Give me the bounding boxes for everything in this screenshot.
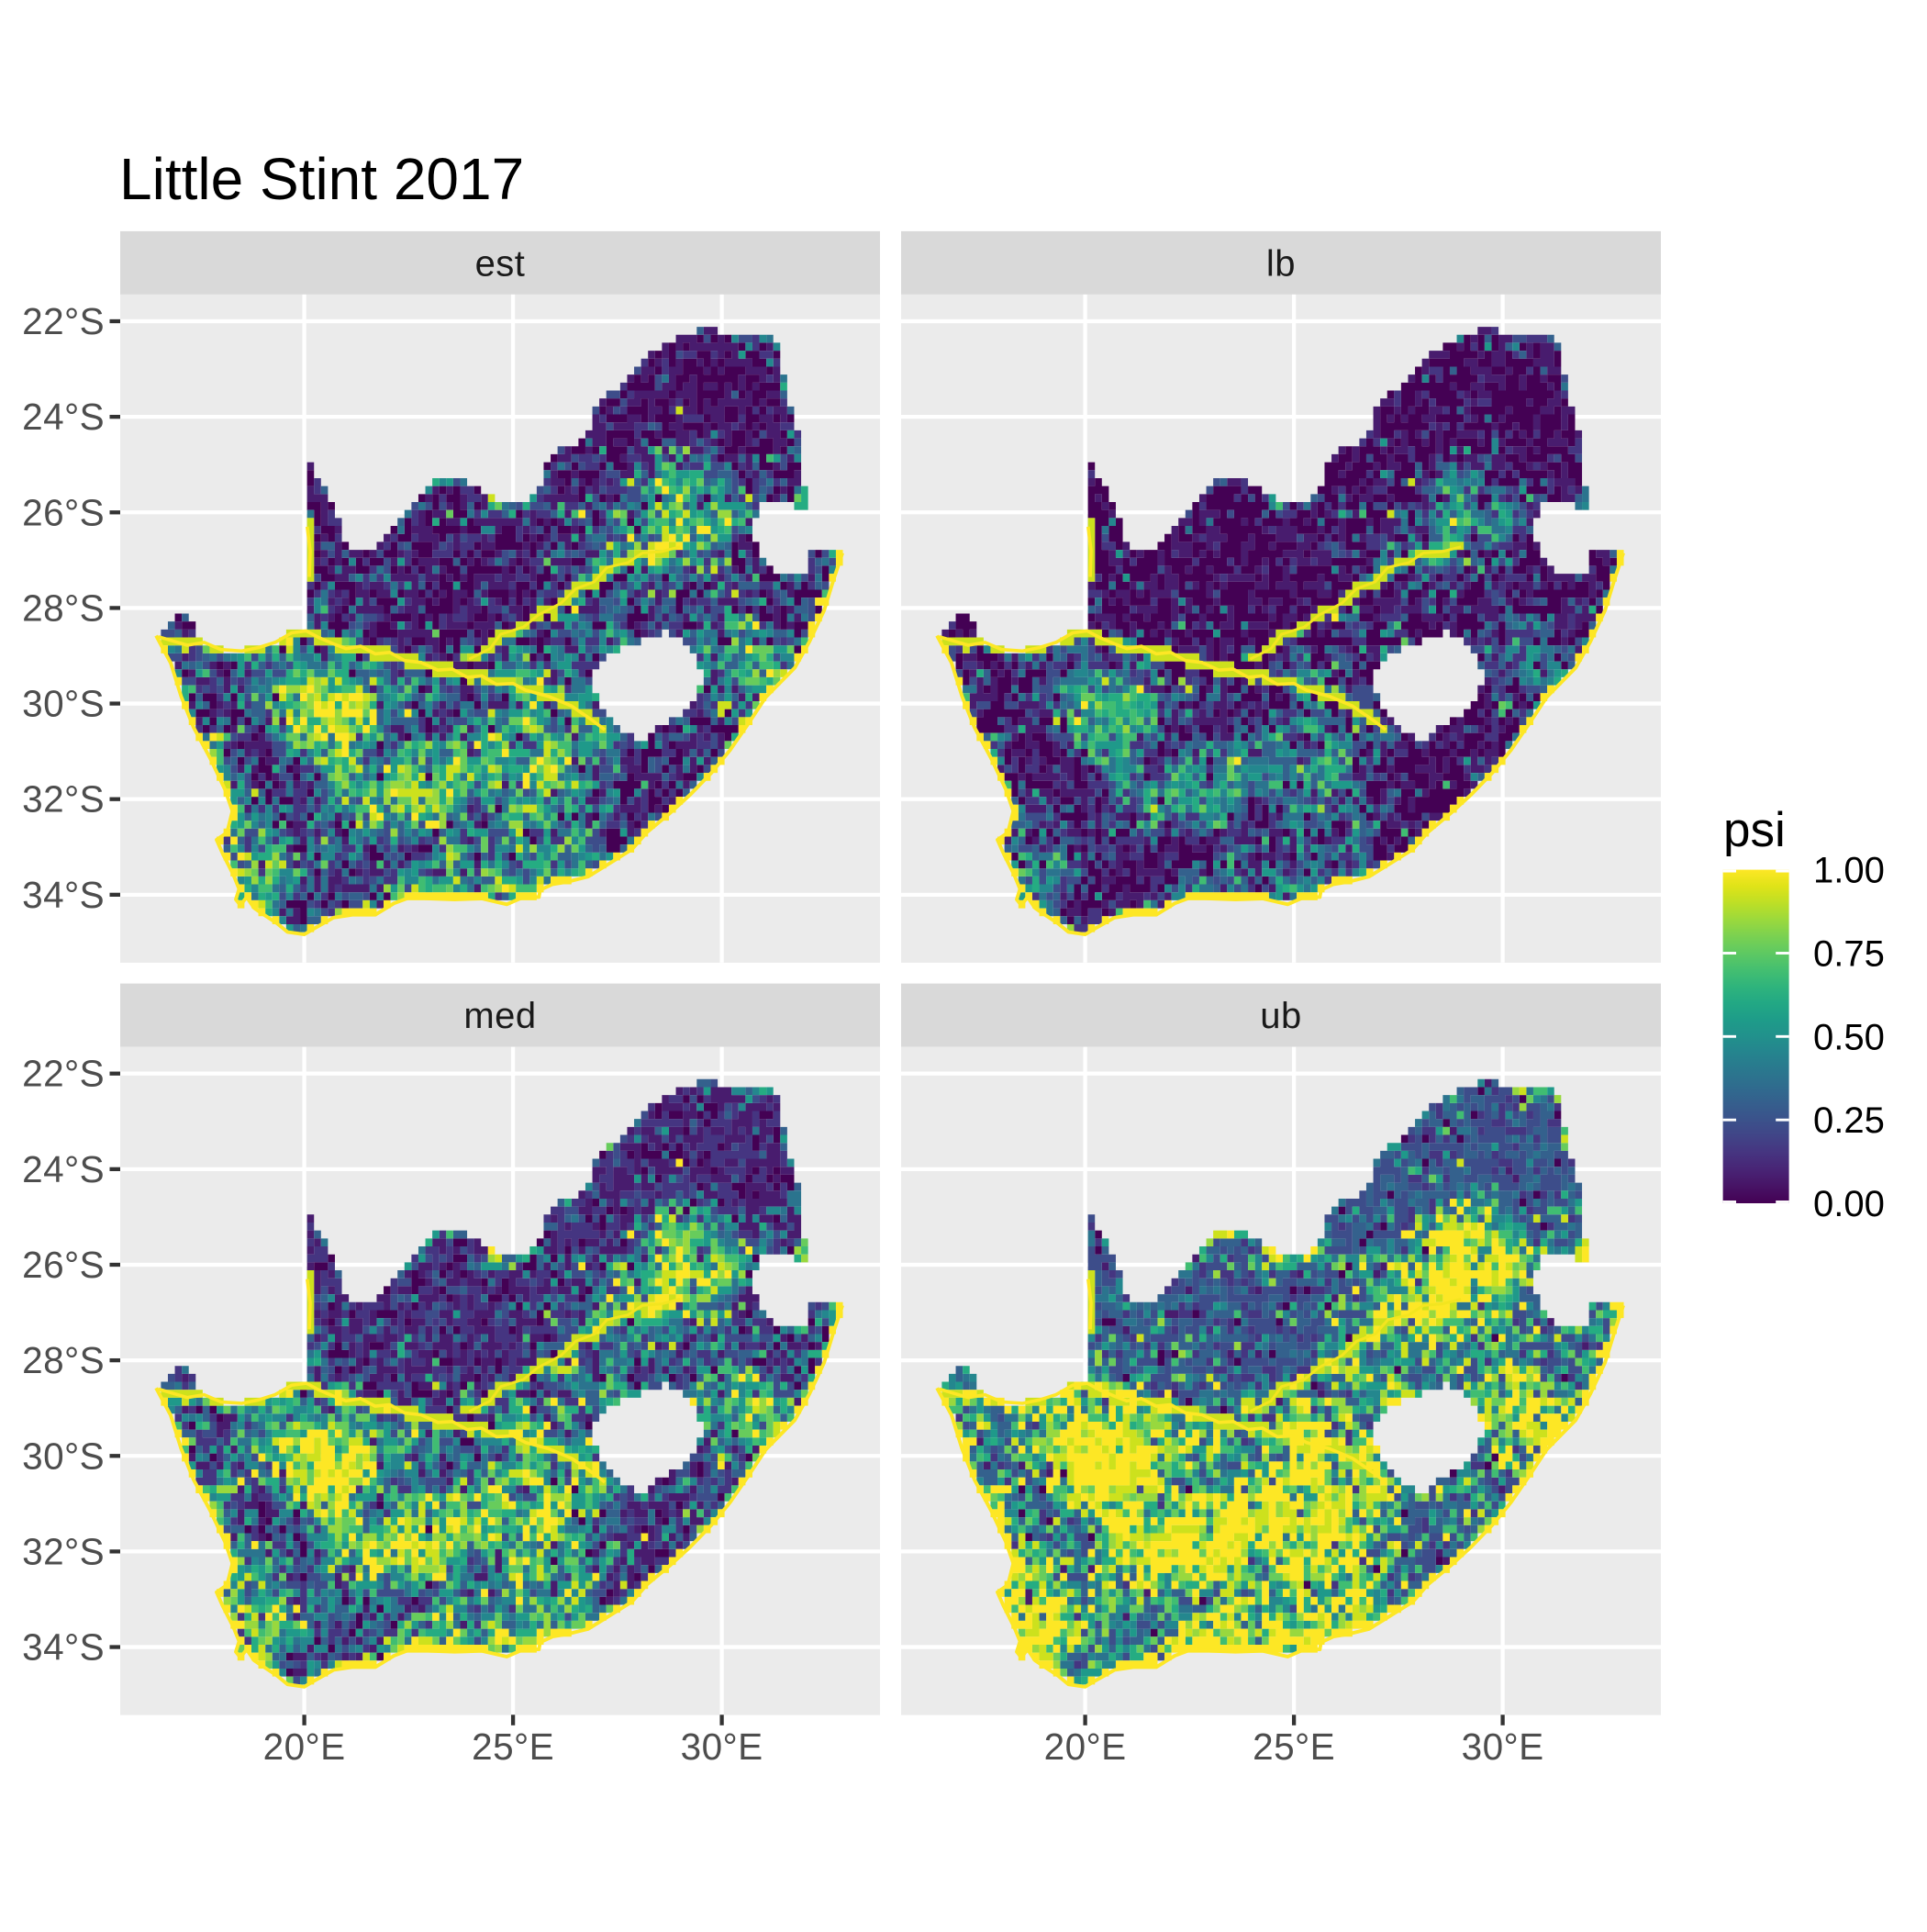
- svg-text:30°E: 30°E: [681, 1725, 763, 1768]
- svg-text:est: est: [475, 243, 526, 284]
- svg-text:24°S: 24°S: [22, 1148, 105, 1190]
- svg-text:25°E: 25°E: [472, 1725, 554, 1768]
- svg-text:30°S: 30°S: [22, 1435, 105, 1477]
- svg-text:22°S: 22°S: [22, 1053, 105, 1095]
- svg-text:32°S: 32°S: [22, 778, 105, 821]
- svg-text:34°S: 34°S: [22, 1626, 105, 1669]
- svg-text:22°S: 22°S: [22, 300, 105, 342]
- svg-text:0.00: 0.00: [1813, 1184, 1885, 1224]
- svg-text:28°S: 28°S: [22, 1339, 105, 1381]
- svg-text:24°S: 24°S: [22, 396, 105, 438]
- svg-text:0.50: 0.50: [1813, 1017, 1885, 1057]
- svg-text:26°S: 26°S: [22, 491, 105, 533]
- svg-text:med: med: [463, 996, 536, 1036]
- svg-text:30°E: 30°E: [1462, 1725, 1544, 1768]
- svg-text:0.75: 0.75: [1813, 934, 1885, 975]
- svg-text:ub: ub: [1260, 996, 1302, 1036]
- svg-text:Little Stint 2017: Little Stint 2017: [119, 146, 524, 212]
- svg-text:lb: lb: [1266, 243, 1296, 284]
- svg-text:25°E: 25°E: [1253, 1725, 1335, 1768]
- svg-text:20°E: 20°E: [263, 1725, 346, 1768]
- svg-text:20°E: 20°E: [1044, 1725, 1127, 1768]
- svg-text:1.00: 1.00: [1813, 851, 1885, 891]
- svg-text:0.25: 0.25: [1813, 1100, 1885, 1141]
- svg-text:26°S: 26°S: [22, 1244, 105, 1286]
- svg-text:30°S: 30°S: [22, 683, 105, 725]
- svg-text:32°S: 32°S: [22, 1530, 105, 1572]
- svg-text:psi: psi: [1723, 803, 1786, 857]
- svg-text:28°S: 28°S: [22, 586, 105, 629]
- svg-text:34°S: 34°S: [22, 874, 105, 916]
